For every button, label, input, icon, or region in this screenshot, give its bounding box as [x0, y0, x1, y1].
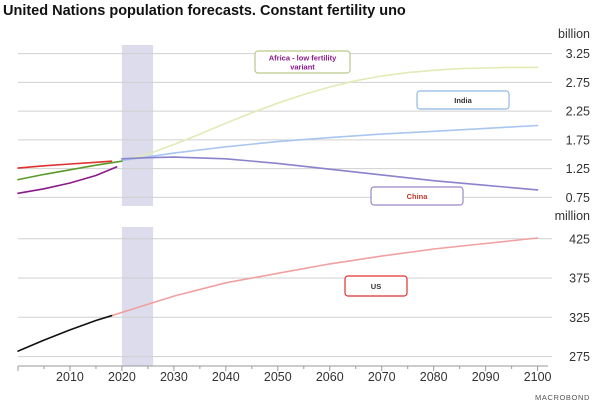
bottom-panel: 275 325 375 425 million US: [17, 209, 590, 366]
x-tick-label: 2020: [108, 370, 136, 384]
series-line: [17, 166, 118, 195]
series-line: [121, 66, 539, 161]
x-tick-label: 2050: [264, 370, 292, 384]
y-tick-label: 325: [569, 311, 590, 325]
shaded-period: [121, 227, 154, 366]
x-axis: 2010 2020 2030 2040 2050 2060 2070 2080 2090 2100: [17, 365, 552, 384]
series-label-box: [254, 50, 351, 74]
series-label: China: [407, 192, 429, 201]
x-tick-label: 2010: [56, 370, 84, 384]
macrobond-logo: MACROBOND: [535, 393, 590, 402]
y-tick-label: 1.75: [566, 133, 590, 147]
y-tick-label: 375: [569, 272, 590, 286]
series-line: [17, 160, 113, 169]
x-tick-label: 2100: [524, 370, 552, 384]
x-tick-label: 2070: [368, 370, 396, 384]
series-line: [17, 314, 113, 352]
unit-label: million: [555, 209, 590, 223]
shaded-period: [121, 45, 154, 206]
x-tick-label: 2060: [316, 370, 344, 384]
chart-title: United Nations population forecasts. Con…: [3, 3, 406, 19]
series-label: India: [454, 96, 472, 105]
series-line: [17, 160, 123, 181]
y-tick-label: 1.25: [566, 162, 590, 176]
top-panel: 0.75 1.25 1.75 2.25 2.75 3.25 billion Africa - …: [17, 27, 590, 206]
series-label: Africa - low fertility: [269, 54, 337, 63]
x-tick-label: 2040: [212, 370, 240, 384]
y-tick-label: 2.25: [566, 105, 590, 119]
x-tick-label: 2090: [472, 370, 500, 384]
series-label-box: [344, 275, 408, 297]
y-tick-label: 275: [569, 350, 590, 364]
unit-label: billion: [558, 27, 590, 41]
y-tick-label: 3.25: [566, 47, 590, 61]
series-line: [110, 237, 539, 317]
y-tick-label: 425: [569, 232, 590, 246]
y-tick-label: 2.75: [566, 76, 590, 90]
x-tick-label: 2080: [420, 370, 448, 384]
series-label: variant: [290, 63, 315, 72]
x-tick-label: 2030: [160, 370, 188, 384]
series-line: [121, 156, 539, 191]
series-label-box: [370, 186, 464, 206]
series-line: [121, 124, 539, 162]
series-label: US: [371, 282, 381, 291]
series-label-box: [416, 90, 510, 110]
y-tick-label: 0.75: [566, 191, 590, 205]
